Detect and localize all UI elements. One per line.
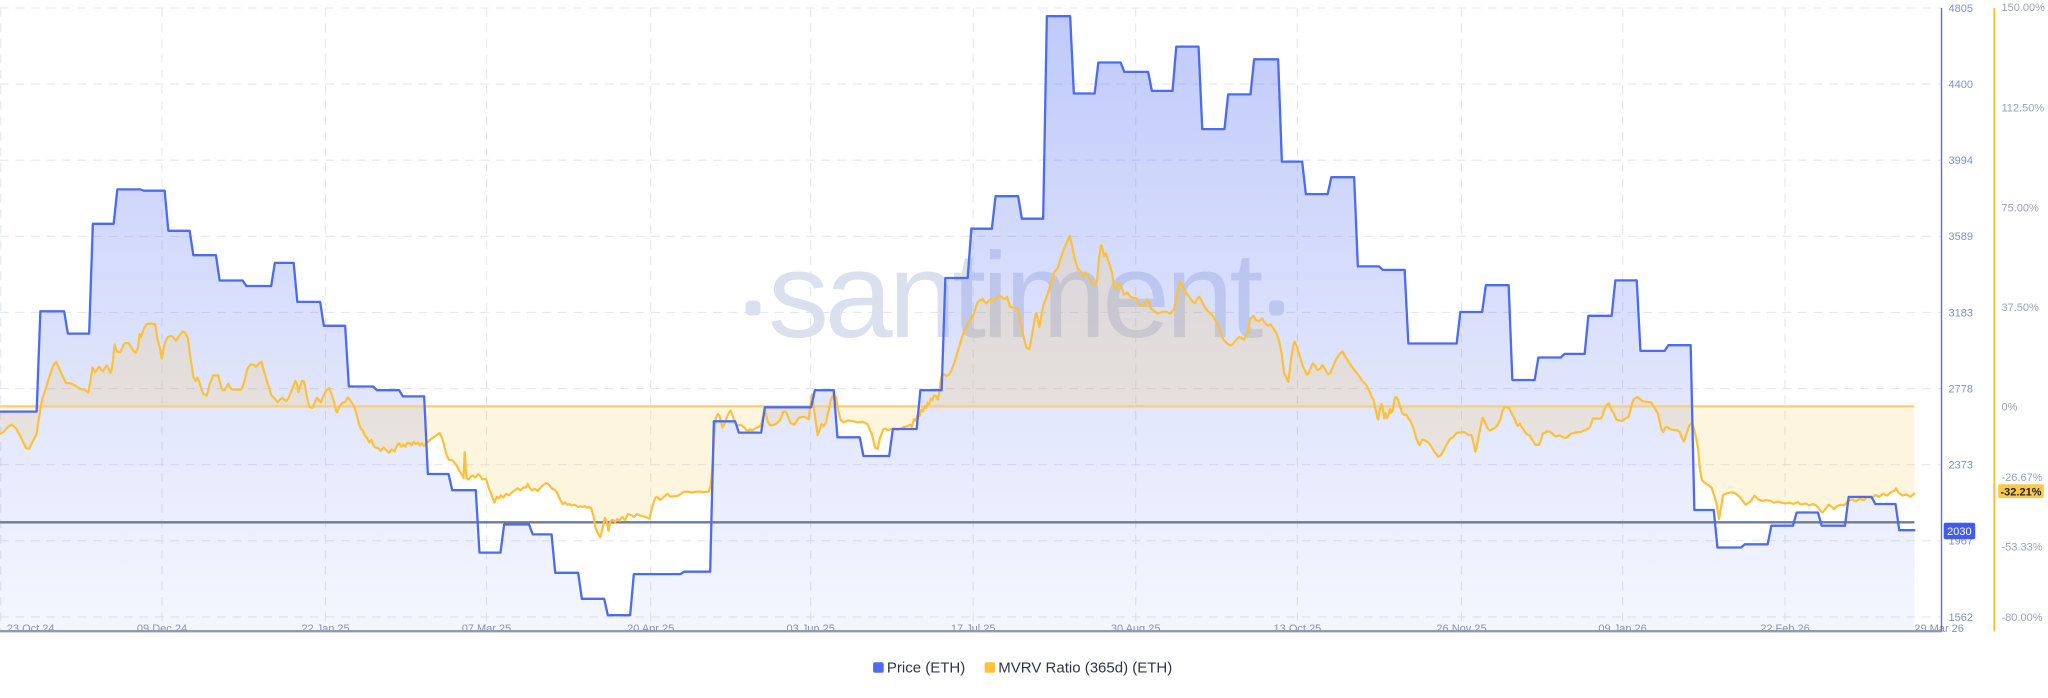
svg-text:03 Jun 25: 03 Jun 25 [787, 623, 835, 635]
svg-text:20 Apr 25: 20 Apr 25 [627, 623, 674, 635]
svg-text:-26.67%: -26.67% [2002, 472, 2043, 484]
svg-text:4805: 4805 [1949, 3, 1973, 15]
svg-text:112.50%: 112.50% [2002, 102, 2045, 114]
svg-text:MVRV Ratio (365d) (ETH): MVRV Ratio (365d) (ETH) [998, 660, 1172, 677]
svg-text:2030: 2030 [1947, 526, 1971, 538]
svg-text:3183: 3183 [1949, 307, 1973, 319]
svg-text:09 Dec 24: 09 Dec 24 [137, 623, 187, 635]
svg-text:29 Mar 26: 29 Mar 26 [1914, 623, 1964, 635]
svg-text:30 Aug 25: 30 Aug 25 [1111, 623, 1161, 635]
svg-text:-53.33%: -53.33% [2002, 541, 2043, 553]
svg-text:-32.21%: -32.21% [2001, 486, 2042, 498]
svg-text:13 Oct 25: 13 Oct 25 [1274, 623, 1322, 635]
svg-text:Price (ETH): Price (ETH) [887, 660, 965, 677]
svg-text:37.50%: 37.50% [2002, 302, 2040, 314]
svg-text:75.00%: 75.00% [2002, 202, 2040, 214]
svg-text:22 Jan 25: 22 Jan 25 [301, 623, 349, 635]
svg-text:1562: 1562 [1949, 612, 1973, 624]
svg-text:150.00%: 150.00% [2002, 2, 2046, 14]
svg-text:26 Nov 25: 26 Nov 25 [1436, 623, 1486, 635]
svg-text:2778: 2778 [1949, 384, 1973, 396]
svg-text:4400: 4400 [1949, 79, 1973, 91]
svg-text:22 Feb 26: 22 Feb 26 [1760, 623, 1810, 635]
svg-text:17 Jul 25: 17 Jul 25 [951, 623, 996, 635]
svg-text:3589: 3589 [1949, 231, 1973, 243]
svg-text:09 Jan 26: 09 Jan 26 [1598, 623, 1646, 635]
svg-text:07 Mar 25: 07 Mar 25 [462, 623, 512, 635]
svg-text:2373: 2373 [1949, 460, 1973, 472]
svg-text:3994: 3994 [1949, 155, 1973, 167]
svg-text:-80.00%: -80.00% [2002, 612, 2043, 624]
svg-text:0%: 0% [2002, 401, 2018, 413]
svg-text:23 Oct 24: 23 Oct 24 [7, 623, 55, 635]
